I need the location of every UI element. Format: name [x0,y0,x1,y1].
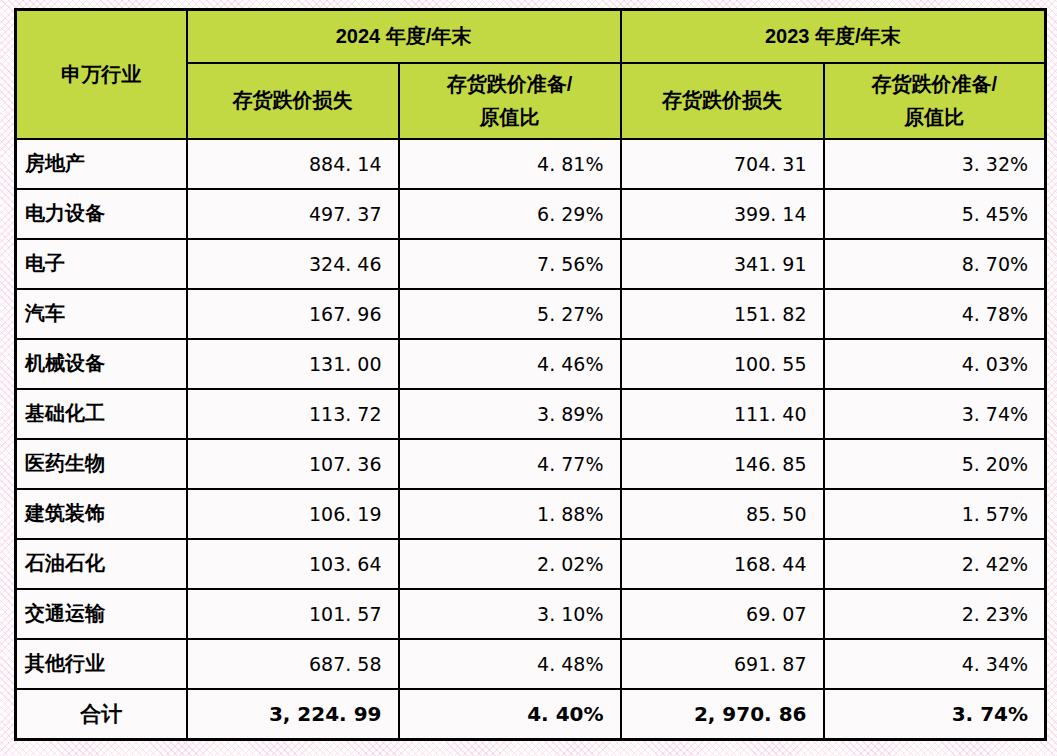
ratio-2024-cell: 3. 10% [399,589,621,639]
ratio-2024-cell: 6. 29% [399,189,621,239]
group-header-2024: 2024 年度/年末 [187,10,621,63]
loss-2024-cell: 106. 19 [187,489,399,539]
total-ratio-2024: 4. 40% [399,689,621,740]
ratio-2024-cell: 7. 56% [399,239,621,289]
table-row: 其他行业 687. 58 4. 48% 691. 87 4. 34% [16,639,1046,689]
ratio-2023-cell: 2. 23% [824,589,1046,639]
ratio-2023-cell: 5. 45% [824,189,1046,239]
industry-cell: 机械设备 [16,339,187,389]
table-row: 机械设备 131. 00 4. 46% 100. 55 4. 03% [16,339,1046,389]
loss-2024-cell: 884. 14 [187,139,399,189]
loss-2024-cell: 497. 37 [187,189,399,239]
inventory-impairment-table: 申万行业 2024 年度/年末 2023 年度/年末 存货跌价损失 存货跌价准备… [14,8,1047,741]
table-row: 房地产 884. 14 4. 81% 704. 31 3. 32% [16,139,1046,189]
loss-2023-cell: 691. 87 [621,639,824,689]
page-background: 申万行业 2024 年度/年末 2023 年度/年末 存货跌价损失 存货跌价准备… [0,0,1057,756]
ratio-2024-cell: 2. 02% [399,539,621,589]
ratio-2024-cell: 3. 89% [399,389,621,439]
ratio-2023-cell: 4. 34% [824,639,1046,689]
table-row: 基础化工 113. 72 3. 89% 111. 40 3. 74% [16,389,1046,439]
table-row: 电子 324. 46 7. 56% 341. 91 8. 70% [16,239,1046,289]
ratio-2023-cell: 2. 42% [824,539,1046,589]
ratio-2023-cell: 8. 70% [824,239,1046,289]
ratio-2023-cell: 5. 20% [824,439,1046,489]
subheader-ratio-2024-line1: 存货跌价准备/ [400,68,620,101]
subheader-ratio-2023: 存货跌价准备/ 原值比 [824,63,1046,139]
table-row: 建筑装饰 106. 19 1. 88% 85. 50 1. 57% [16,489,1046,539]
loss-2023-cell: 341. 91 [621,239,824,289]
ratio-2024-cell: 4. 48% [399,639,621,689]
loss-2023-cell: 168. 44 [621,539,824,589]
ratio-2024-cell: 4. 46% [399,339,621,389]
loss-2024-cell: 167. 96 [187,289,399,339]
industry-cell: 其他行业 [16,639,187,689]
subheader-ratio-2024: 存货跌价准备/ 原值比 [399,63,621,139]
total-label: 合计 [16,689,187,740]
ratio-2023-cell: 3. 74% [824,389,1046,439]
total-row: 合计 3, 224. 99 4. 40% 2, 970. 86 3. 74% [16,689,1046,740]
loss-2024-cell: 113. 72 [187,389,399,439]
loss-2024-cell: 103. 64 [187,539,399,589]
ratio-2023-cell: 1. 57% [824,489,1046,539]
ratio-2024-cell: 5. 27% [399,289,621,339]
total-loss-2024: 3, 224. 99 [187,689,399,740]
industry-cell: 交通运输 [16,589,187,639]
industry-cell: 电力设备 [16,189,187,239]
subheader-ratio-2023-line1: 存货跌价准备/ [825,68,1045,101]
loss-2023-cell: 111. 40 [621,389,824,439]
loss-2023-cell: 146. 85 [621,439,824,489]
industry-cell: 电子 [16,239,187,289]
loss-2023-cell: 69. 07 [621,589,824,639]
loss-2023-cell: 704. 31 [621,139,824,189]
loss-2024-cell: 687. 58 [187,639,399,689]
ratio-2024-cell: 4. 81% [399,139,621,189]
ratio-2023-cell: 3. 32% [824,139,1046,189]
table-row: 石油石化 103. 64 2. 02% 168. 44 2. 42% [16,539,1046,589]
table-row: 电力设备 497. 37 6. 29% 399. 14 5. 45% [16,189,1046,239]
industry-cell: 建筑装饰 [16,489,187,539]
loss-2024-cell: 324. 46 [187,239,399,289]
industry-cell: 石油石化 [16,539,187,589]
loss-2024-cell: 101. 57 [187,589,399,639]
loss-2024-cell: 131. 00 [187,339,399,389]
loss-2023-cell: 85. 50 [621,489,824,539]
ratio-2024-cell: 1. 88% [399,489,621,539]
total-loss-2023: 2, 970. 86 [621,689,824,740]
subheader-loss-2024: 存货跌价损失 [187,63,399,139]
table-row: 交通运输 101. 57 3. 10% 69. 07 2. 23% [16,589,1046,639]
industry-cell: 基础化工 [16,389,187,439]
industry-cell: 医药生物 [16,439,187,489]
group-header-2023: 2023 年度/年末 [621,10,1046,63]
col-header-industry: 申万行业 [16,10,187,139]
loss-2023-cell: 399. 14 [621,189,824,239]
table-row: 医药生物 107. 36 4. 77% 146. 85 5. 20% [16,439,1046,489]
ratio-2024-cell: 4. 77% [399,439,621,489]
industry-cell: 汽车 [16,289,187,339]
loss-2023-cell: 151. 82 [621,289,824,339]
total-ratio-2023: 3. 74% [824,689,1046,740]
subheader-ratio-2024-line2: 原值比 [400,101,620,134]
loss-2024-cell: 107. 36 [187,439,399,489]
industry-cell: 房地产 [16,139,187,189]
subheader-loss-2023: 存货跌价损失 [621,63,824,139]
table-row: 汽车 167. 96 5. 27% 151. 82 4. 78% [16,289,1046,339]
subheader-ratio-2023-line2: 原值比 [825,101,1045,134]
ratio-2023-cell: 4. 03% [824,339,1046,389]
loss-2023-cell: 100. 55 [621,339,824,389]
ratio-2023-cell: 4. 78% [824,289,1046,339]
